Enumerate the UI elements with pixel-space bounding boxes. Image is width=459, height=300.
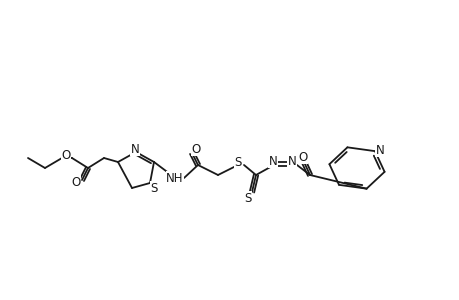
Text: S: S [150, 182, 157, 194]
Text: S: S [244, 191, 251, 205]
Text: N: N [268, 154, 277, 167]
Text: S: S [234, 155, 241, 169]
Text: O: O [298, 151, 307, 164]
Text: NH: NH [166, 172, 183, 184]
Text: O: O [191, 142, 200, 155]
Text: N: N [375, 144, 384, 157]
Text: N: N [130, 142, 139, 155]
Text: N: N [287, 154, 296, 167]
Text: O: O [61, 148, 71, 161]
Text: O: O [71, 176, 80, 188]
